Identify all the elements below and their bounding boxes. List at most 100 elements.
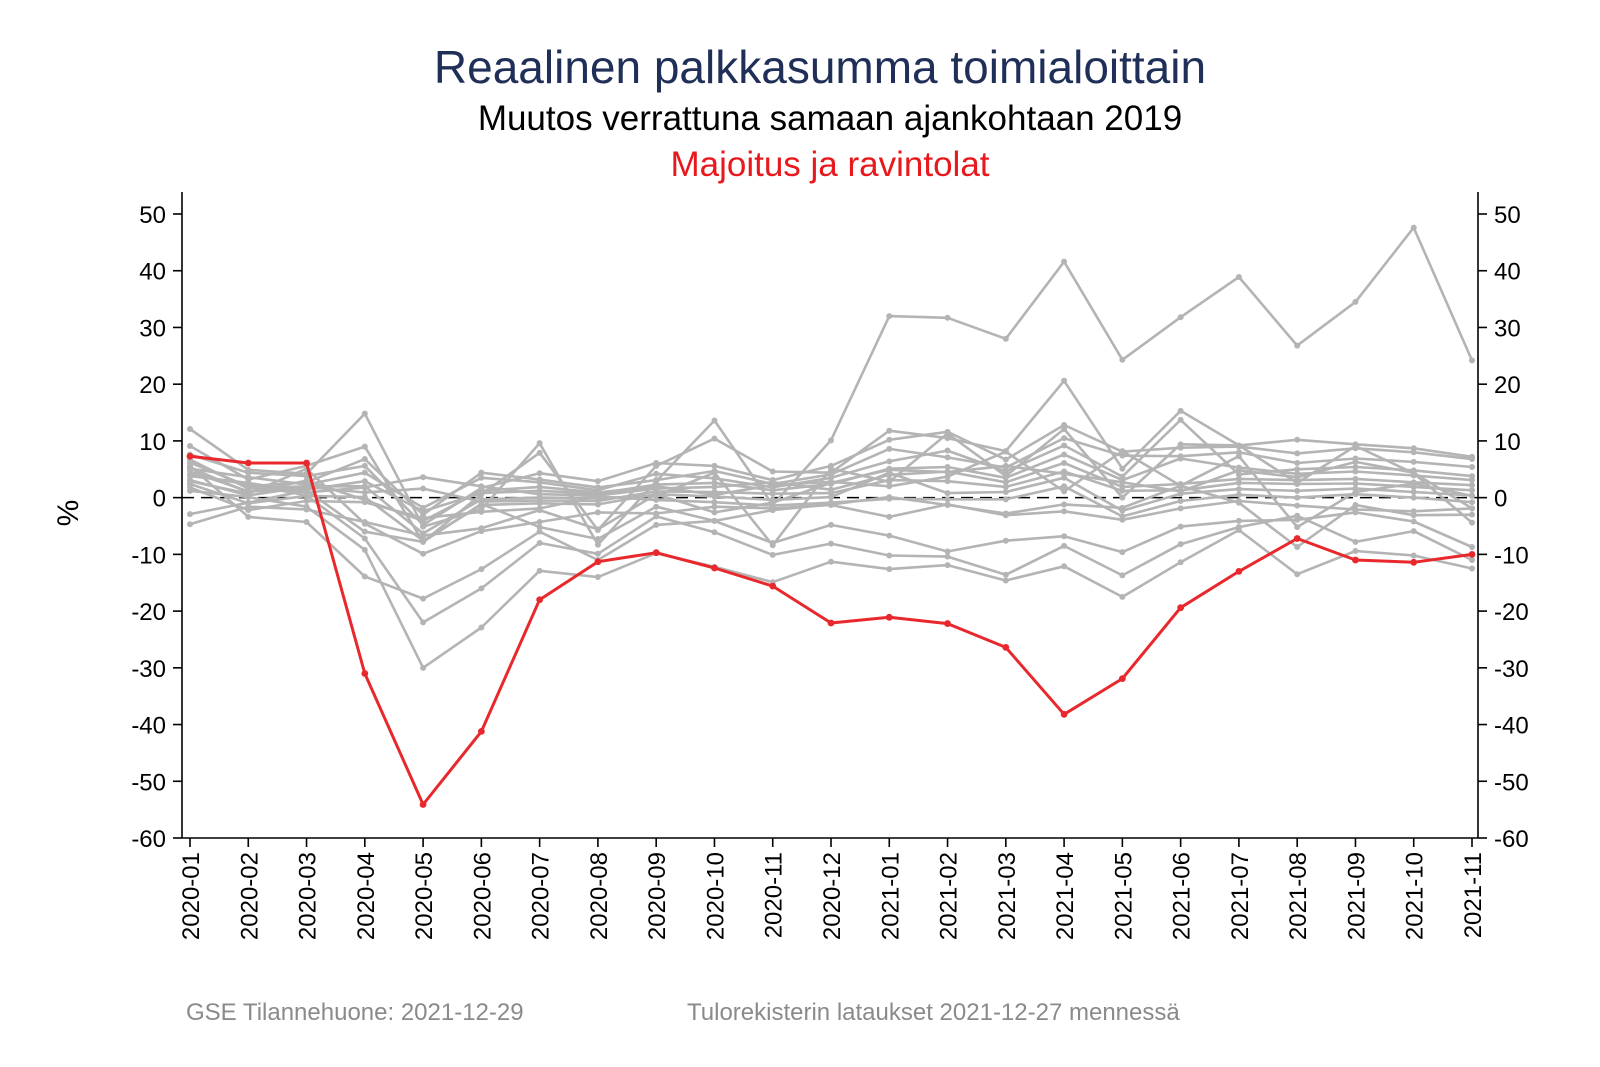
y-tick-label-left: -60 bbox=[131, 826, 166, 853]
background-series-point bbox=[653, 477, 660, 484]
background-series-point bbox=[828, 437, 834, 444]
background-series-point bbox=[594, 526, 601, 533]
background-series-point bbox=[594, 501, 601, 508]
background-series-point bbox=[303, 492, 310, 499]
background-series-point bbox=[594, 495, 601, 502]
background-series-point bbox=[245, 469, 252, 476]
background-series-point bbox=[1352, 458, 1359, 465]
background-series-point bbox=[187, 443, 193, 450]
background-series-point bbox=[1002, 462, 1009, 469]
background-series-point bbox=[1469, 357, 1475, 364]
background-series-point bbox=[478, 585, 485, 592]
highlight-series-point bbox=[1468, 550, 1476, 558]
highlight-series-point bbox=[594, 558, 602, 566]
background-series-point bbox=[828, 540, 834, 547]
background-series-point bbox=[1469, 499, 1475, 506]
background-series-point bbox=[1469, 511, 1475, 518]
background-series-point bbox=[1177, 541, 1184, 548]
background-series-point bbox=[1061, 451, 1068, 458]
background-series-point bbox=[1119, 465, 1126, 472]
background-series-point bbox=[1119, 516, 1126, 523]
background-series-line-16 bbox=[189, 489, 1473, 670]
background-series-point bbox=[1002, 479, 1009, 486]
x-tick-label: 2020-12 bbox=[819, 852, 846, 940]
background-series-point bbox=[361, 573, 368, 580]
highlight-series-point bbox=[1293, 535, 1301, 542]
background-series-point bbox=[886, 313, 893, 320]
chart-subtitle: Muutos verrattuna samaan ajankohtaan 201… bbox=[478, 99, 1182, 138]
background-series-point bbox=[1469, 505, 1475, 512]
x-tick-label: 2021-03 bbox=[994, 852, 1021, 940]
background-series-point bbox=[1061, 442, 1068, 449]
highlight-series-point bbox=[944, 620, 951, 627]
highlight-series-label: Majoitus ja ravintolat bbox=[670, 145, 989, 184]
background-series-point bbox=[1119, 549, 1126, 556]
background-series-point bbox=[1410, 480, 1417, 487]
background-series-point bbox=[1002, 537, 1009, 544]
highlight-series-point bbox=[303, 459, 310, 467]
highlight-series-line bbox=[189, 454, 1473, 806]
background-series-point bbox=[1294, 479, 1301, 486]
background-series-point bbox=[769, 551, 776, 558]
background-series-point bbox=[1177, 455, 1184, 462]
background-series-point bbox=[303, 477, 310, 484]
background-series-point bbox=[1352, 443, 1359, 450]
background-series-point bbox=[1294, 474, 1301, 481]
background-series-point bbox=[1235, 486, 1242, 493]
background-series-point bbox=[1061, 483, 1068, 490]
x-tick-label: 2020-01 bbox=[178, 852, 205, 940]
background-series-point bbox=[478, 500, 485, 507]
background-series-point bbox=[653, 460, 660, 467]
x-tick-label: 2021-10 bbox=[1402, 852, 1429, 940]
background-series-point bbox=[1119, 572, 1126, 579]
background-series-point bbox=[1177, 407, 1184, 414]
x-tick-label: 2021-02 bbox=[936, 852, 963, 940]
background-series-point bbox=[886, 552, 893, 559]
background-series-point bbox=[303, 498, 310, 505]
background-series-point bbox=[944, 314, 951, 321]
background-series-point bbox=[1177, 559, 1184, 566]
background-series-point bbox=[1235, 442, 1242, 449]
background-series-point bbox=[594, 574, 601, 581]
background-series-point bbox=[769, 482, 776, 489]
background-series-point bbox=[886, 458, 893, 465]
background-series-point bbox=[594, 509, 601, 516]
y-tick-label-right: -60 bbox=[1494, 826, 1529, 853]
background-series-point bbox=[653, 470, 660, 477]
background-series-point bbox=[187, 425, 193, 432]
background-series-point bbox=[1061, 460, 1068, 467]
background-series-point bbox=[361, 469, 368, 476]
background-series-point bbox=[1061, 501, 1068, 508]
highlight-series-point bbox=[652, 549, 660, 557]
background-series-point bbox=[1061, 258, 1068, 265]
background-series-point bbox=[1119, 494, 1126, 501]
background-series-point bbox=[769, 507, 776, 514]
footer-data-note: Tulorekisterin lataukset 2021-12-27 menn… bbox=[687, 999, 1180, 1026]
highlight-series-point bbox=[769, 582, 777, 590]
x-tick-label: 2020-09 bbox=[644, 852, 671, 940]
background-series-point bbox=[1410, 488, 1417, 495]
y-tick-label-left: 50 bbox=[139, 202, 166, 229]
background-series-point bbox=[1061, 377, 1068, 384]
background-series-point bbox=[1002, 571, 1009, 578]
background-series-point bbox=[478, 496, 485, 503]
y-tick-label-left: 40 bbox=[139, 259, 166, 286]
background-series-point bbox=[187, 471, 193, 478]
background-series-point bbox=[944, 447, 951, 454]
background-series-point bbox=[1352, 547, 1359, 554]
background-series-point bbox=[361, 535, 368, 542]
background-series-point bbox=[536, 479, 543, 486]
background-series-point bbox=[536, 470, 543, 477]
background-series-point bbox=[1002, 448, 1009, 455]
background-series-point bbox=[828, 494, 834, 501]
background-series-point bbox=[1002, 473, 1009, 480]
background-series-point bbox=[944, 430, 951, 437]
x-tick-label: 2021-05 bbox=[1110, 852, 1137, 940]
background-series-point bbox=[1235, 491, 1242, 498]
background-series-point bbox=[653, 513, 660, 520]
background-series-point bbox=[1235, 479, 1242, 486]
background-series-point bbox=[594, 541, 601, 548]
background-series-point bbox=[944, 464, 951, 471]
highlight-series-point bbox=[1002, 643, 1010, 651]
